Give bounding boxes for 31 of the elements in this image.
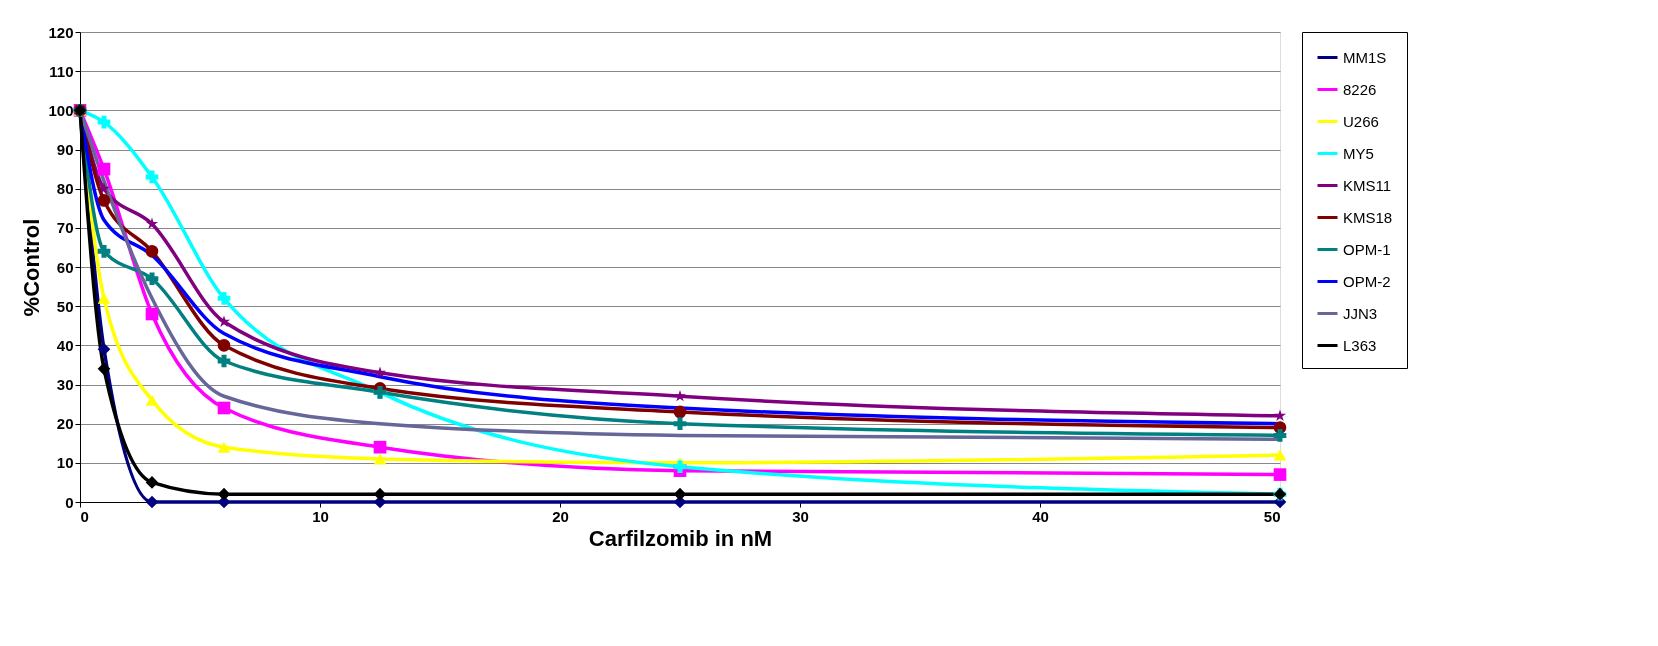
y-tick-label: 40 xyxy=(56,336,74,354)
legend-label: MY5 xyxy=(1343,144,1374,162)
legend-label: MM1S xyxy=(1343,48,1387,66)
legend-label: OPM-1 xyxy=(1343,240,1391,258)
legend-label: JJN3 xyxy=(1343,304,1378,322)
x-tick-label: 40 xyxy=(1032,507,1049,525)
legend-label: OPM-2 xyxy=(1343,272,1391,290)
y-tick-label: 90 xyxy=(56,141,74,158)
x-tick-label: 30 xyxy=(792,507,809,525)
y-tick-label: 80 xyxy=(56,180,74,198)
y-tick-label: 10 xyxy=(56,454,74,472)
x-tick-label: 0 xyxy=(80,507,89,525)
x-tick-label: 20 xyxy=(552,507,569,525)
legend-label: U266 xyxy=(1343,112,1379,130)
y-tick-label: 60 xyxy=(56,258,74,276)
y-tick-label: 30 xyxy=(56,376,74,393)
y-tick-label: 50 xyxy=(56,297,74,315)
legend-label: L363 xyxy=(1343,336,1377,354)
y-tick-label: 0 xyxy=(65,493,74,511)
y-tick-label: 70 xyxy=(56,219,74,237)
y-tick-label: 110 xyxy=(49,62,74,80)
legend-label: KMS11 xyxy=(1343,176,1392,194)
legend-label: KMS18 xyxy=(1343,208,1393,226)
y-tick-label: 20 xyxy=(56,415,74,433)
y-tick-label: 120 xyxy=(48,23,74,41)
x-tick-label: 10 xyxy=(312,507,329,525)
y-tick-label: 100 xyxy=(48,101,74,119)
x-tick-label: 50 xyxy=(1263,507,1281,525)
legend-label: 8226 xyxy=(1343,80,1377,98)
x-axis-title: Carfilzomib in nM xyxy=(588,525,773,551)
y-axis-title: %Control xyxy=(19,218,45,317)
